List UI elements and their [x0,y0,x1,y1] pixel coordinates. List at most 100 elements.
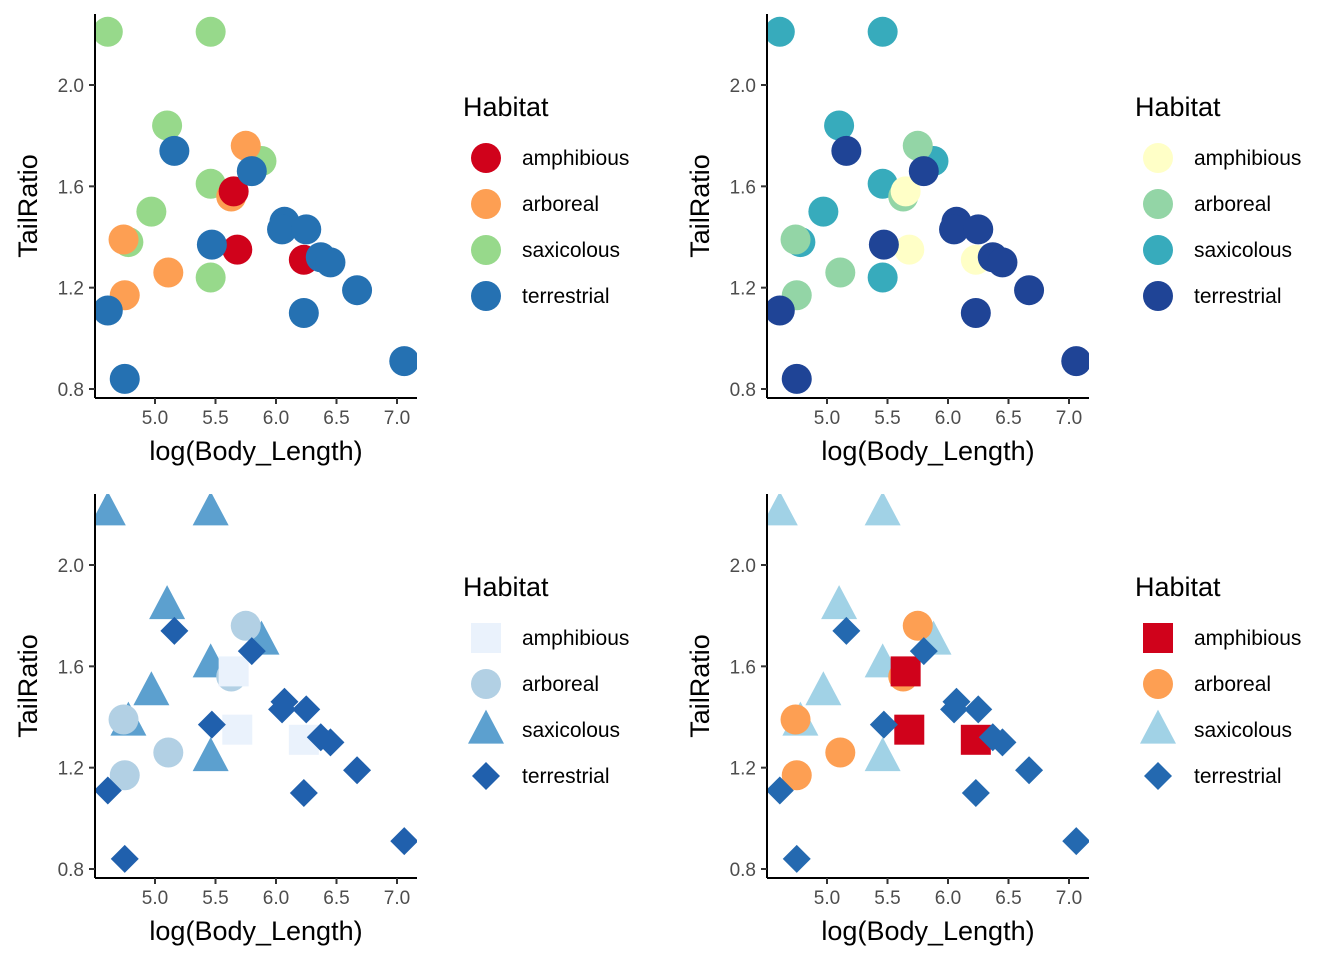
data-point-terrestrial [960,298,991,328]
data-point-arboreal [230,130,261,161]
data-point-terrestrial [95,295,123,326]
data-point-saxicolous [867,262,898,293]
legend-title: Habitat [463,572,549,602]
panel-2: 5.0 5.5 6.0 6.5 7.0 0.8 1.2 1.6 2.0 log(Body_Leng… [685,14,1301,466]
legend-key-arboreal [471,189,501,219]
x-tick-label: 6.5 [323,888,349,909]
legend-label-saxicolous: saxicolous [1194,239,1292,262]
data-point-terrestrial [1062,827,1089,856]
data-point-saxicolous [805,671,842,706]
legend-key-saxicolous [471,235,501,265]
data-point-terrestrial [109,363,140,394]
panel-4: 5.0 5.5 6.0 6.5 7.0 0.8 1.2 1.6 2.0 log(Body_Leng… [685,494,1301,946]
x-tick-label: 5.0 [142,408,168,429]
data-point-arboreal [780,704,811,735]
data-point-terrestrial [236,156,267,187]
y-axis-title: TailRatio [685,634,715,738]
data-point-arboreal [781,760,812,791]
data-point-terrestrial [963,214,994,245]
y-tick-label: 1.6 [58,657,84,678]
legend-title: Habitat [1135,92,1221,122]
y-tick-label: 2.0 [58,556,84,577]
y-tick-label: 0.8 [58,860,84,881]
data-point-terrestrial [831,135,862,166]
data-point-terrestrial [95,776,122,805]
data-point-saxicolous [195,262,226,293]
data-point-terrestrial [987,247,1018,278]
legend-label-arboreal: arboreal [522,673,599,696]
x-tick-label: 7.0 [384,408,410,429]
data-point-terrestrial [159,135,190,166]
data-point-saxicolous [192,737,229,772]
x-tick-label: 5.5 [202,408,228,429]
legend-key-terrestrial [1143,281,1173,311]
data-point-terrestrial [964,695,993,724]
x-tick-label: 6.5 [995,888,1021,909]
data-point-terrestrial [268,695,297,724]
data-point-terrestrial [767,295,795,326]
data-point-terrestrial [316,728,345,757]
panel-1: 5.0 5.5 6.0 6.5 7.0 0.8 1.2 1.6 2.0 log(Body_Leng… [13,14,629,466]
legend-label-amphibious: amphibious [1194,627,1301,650]
x-tick-label: 7.0 [1056,888,1082,909]
legend-title: Habitat [1135,572,1221,602]
data-point-arboreal [825,737,856,768]
data-point-amphibious [222,234,253,265]
data-point-terrestrial [767,776,794,805]
legend-label-amphibious: amphibious [1194,147,1301,170]
legend-key-amphibious [471,143,501,173]
data-point-terrestrial [288,298,319,328]
x-tick-label: 6.5 [323,408,349,429]
x-tick-label: 5.5 [874,408,900,429]
legend-label-terrestrial: terrestrial [1194,765,1282,788]
y-tick-label: 0.8 [58,380,84,401]
points-1 [95,16,417,394]
data-point-terrestrial [343,756,372,785]
y-axis-title: TailRatio [685,154,715,258]
data-point-saxicolous [149,585,186,620]
data-point-terrestrial [196,229,227,260]
data-point-saxicolous [95,494,126,526]
data-point-terrestrial [390,827,417,856]
data-point-terrestrial [315,247,346,278]
points-2 [767,16,1089,394]
data-point-saxicolous [867,16,898,47]
legend-label-saxicolous: saxicolous [1194,719,1292,742]
data-point-terrestrial [291,214,322,245]
data-point-terrestrial [868,229,899,260]
data-point-terrestrial [1015,756,1044,785]
y-tick-label: 1.2 [730,759,756,780]
legend-key-amphibious [471,623,501,653]
panel-3: 5.0 5.5 6.0 6.5 7.0 0.8 1.2 1.6 2.0 log(Body_Leng… [13,494,629,946]
legend-label-arboreal: arboreal [1194,673,1271,696]
data-point-amphibious [218,176,249,207]
data-point-saxicolous [136,196,167,227]
points-4 [767,494,1089,873]
legend-key-terrestrial [471,281,501,311]
x-axis-title: log(Body_Length) [149,436,362,466]
data-point-terrestrial [267,214,298,245]
data-point-saxicolous [821,585,858,620]
legend-label-saxicolous: saxicolous [522,239,620,262]
y-tick-label: 1.2 [730,279,756,300]
y-axis-title: TailRatio [13,154,43,258]
data-point-arboreal [108,224,139,255]
legend-key-amphibious [1143,143,1173,173]
x-tick-label: 6.5 [995,408,1021,429]
data-point-saxicolous [195,16,226,47]
y-tick-label: 1.2 [58,279,84,300]
y-tick-label: 0.8 [730,380,756,401]
legend-key-saxicolous [468,709,504,744]
data-point-terrestrial [939,214,970,245]
data-point-saxicolous [152,110,183,141]
data-point-arboreal [109,760,140,791]
data-point-amphibious [894,234,925,265]
data-point-saxicolous [864,494,901,526]
data-point-arboreal [153,737,184,768]
x-tick-label: 5.5 [202,888,228,909]
y-tick-label: 1.6 [58,177,84,198]
x-tick-label: 6.0 [935,888,961,909]
legend-key-terrestrial [1144,762,1172,790]
legend-label-terrestrial: terrestrial [522,285,610,308]
legend-label-amphibious: amphibious [522,147,629,170]
